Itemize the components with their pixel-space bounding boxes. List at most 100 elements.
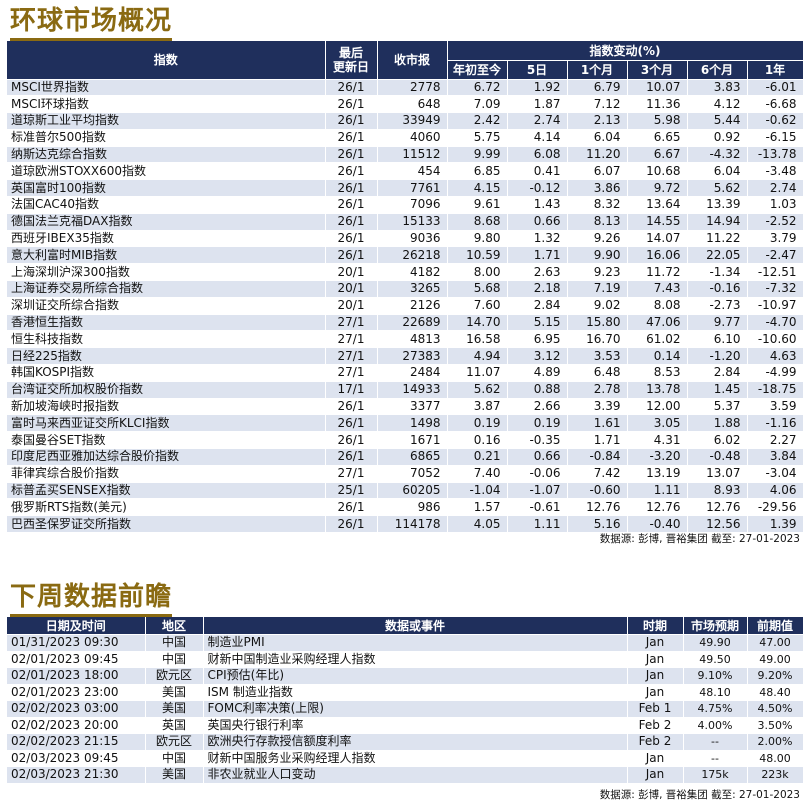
cell-index-name: 英国富时100指数 [7, 179, 326, 198]
cell-change-1m: 7.19 [567, 280, 628, 298]
cell-previous: 48.40 [747, 684, 804, 701]
table-row: 01/31/2023 09:30 中国 制造业PMI Jan 49.90 47.00 [7, 634, 804, 652]
cell-change-5d: 1.87 [507, 95, 568, 114]
cell-event: 非农业就业人口变动 [203, 766, 628, 784]
cell-last-update: 26/1 [325, 414, 378, 433]
cell-forecast: -- [683, 750, 748, 767]
cell-index-name: 恒生科技指数 [7, 330, 326, 349]
cell-change-6m: 4.12 [687, 95, 748, 114]
cell-forecast: -- [683, 733, 748, 751]
cell-previous: 223k [747, 766, 804, 784]
cell-change-1m: 6.79 [567, 79, 628, 97]
cell-change-1m: 1.61 [567, 414, 628, 433]
cell-ytd: 8.68 [447, 213, 508, 231]
cell-close: 9036 [377, 230, 448, 248]
cell-change-6m: 8.93 [687, 482, 748, 500]
cell-change-1y: -2.52 [747, 213, 804, 231]
cell-change-1m: 12.76 [567, 498, 628, 517]
cell-index-name: 意大利富时MIB指数 [7, 246, 326, 265]
cell-change-5d: 1.32 [507, 230, 568, 248]
cell-ytd: 0.21 [447, 448, 508, 466]
cell-change-6m: 14.94 [687, 213, 748, 231]
cell-change-3m: 10.07 [627, 79, 688, 97]
cell-change-5d: 0.88 [507, 381, 568, 399]
cell-close: 2126 [377, 297, 448, 315]
table-row: 02/02/2023 21:15 欧元区 欧洲央行存款授信额度利率 Feb 2 -- 2.… [7, 733, 804, 751]
cell-change-6m: -0.16 [687, 280, 748, 298]
cell-change-6m: 6.04 [687, 162, 748, 181]
cell-close: 26218 [377, 246, 448, 265]
cell-change-1y: 1.03 [747, 196, 804, 214]
cell-index-name: MSCI环球指数 [7, 95, 326, 114]
cell-ytd: 2.42 [447, 112, 508, 130]
cell-ytd: 7.09 [447, 95, 508, 114]
cell-change-1m: -0.60 [567, 482, 628, 500]
cell-change-5d: 0.41 [507, 162, 568, 181]
cell-change-6m: -1.20 [687, 347, 748, 366]
cell-period: Feb 2 [627, 733, 684, 751]
cell-previous: 2.00% [747, 733, 804, 751]
cell-change-5d: 5.15 [507, 314, 568, 332]
cell-index-name: 西班牙IBEX35指数 [7, 230, 326, 248]
cell-index-name: 韩国KOSPI指数 [7, 364, 326, 382]
cell-change-6m: 13.39 [687, 196, 748, 214]
table-row: MSCI世界指数 26/1 2778 6.72 1.92 6.79 10.07 3.83 -6.… [7, 79, 804, 97]
table-row: 道琼欧洲STOXX600指数 26/1 454 6.85 0.41 6.07 10.68 6.… [7, 162, 804, 181]
cell-last-update: 17/1 [325, 381, 378, 399]
cell-change-1m: 8.32 [567, 196, 628, 214]
table-row: 标准普尔500指数 26/1 4060 5.75 4.14 6.04 6.65 0.92 -6.… [7, 129, 804, 147]
cell-change-3m: 8.53 [627, 364, 688, 382]
market-source-note: 数据源: 彭博, 晋裕集团 截至: 27-01-2023 [599, 533, 800, 545]
cell-change-1y: 3.59 [747, 398, 804, 416]
cell-index-name: 印度尼西亚雅加达综合股价指数 [7, 448, 326, 466]
cell-change-3m: 4.31 [627, 431, 688, 450]
cell-index-name: 俄罗斯RTS指数(美元) [7, 498, 326, 517]
cell-close: 114178 [377, 515, 448, 534]
cell-change-1m: 9.90 [567, 246, 628, 265]
col-header-1m: 1个月 [567, 60, 628, 80]
cell-change-1y: 3.84 [747, 448, 804, 466]
cell-last-update: 27/1 [325, 364, 378, 382]
cell-change-1y: -4.70 [747, 314, 804, 332]
cell-change-3m: 3.05 [627, 414, 688, 433]
cell-change-1m: 11.20 [567, 146, 628, 164]
cell-last-update: 27/1 [325, 330, 378, 349]
weekly-preview-title: 下周数据前瞻 [10, 580, 173, 617]
cell-close: 1498 [377, 414, 448, 433]
cell-change-1y: -6.01 [747, 79, 804, 97]
col-header-index: 指数 [7, 41, 326, 80]
cell-index-name: 道琼斯工业平均指数 [7, 112, 326, 130]
cell-change-1m: 7.42 [567, 465, 628, 483]
cell-datetime: 02/01/2023 09:45 [7, 651, 146, 668]
cell-change-1m: 2.78 [567, 381, 628, 399]
cell-change-6m: 1.45 [687, 381, 748, 399]
cell-change-5d: 2.74 [507, 112, 568, 130]
table-row: 02/03/2023 21:30 美国 非农业就业人口变动 Jan 175k 223k [7, 766, 804, 784]
cell-last-update: 26/1 [325, 431, 378, 450]
cell-last-update: 26/1 [325, 398, 378, 416]
cell-change-3m: 0.14 [627, 347, 688, 366]
cell-change-1y: -4.99 [747, 364, 804, 382]
table-row: 02/01/2023 18:00 欧元区 CPI预估(年比) Jan 9.10% 9.20… [7, 667, 804, 685]
cell-period: Jan [627, 684, 684, 701]
cell-index-name: 新加坡海峡时报指数 [7, 398, 326, 416]
market-overview-title: 环球市场概况 [10, 4, 173, 41]
cell-ytd: 9.61 [447, 196, 508, 214]
cell-region: 美国 [145, 684, 204, 701]
table-row: MSCI环球指数 26/1 648 7.09 1.87 7.12 11.36 4.12 -6.6… [7, 95, 804, 114]
table-row: 德国法兰克福DAX指数 26/1 15133 8.68 0.66 8.13 14.55 14.… [7, 213, 804, 231]
cell-ytd: 14.70 [447, 314, 508, 332]
cell-ytd: -1.04 [447, 482, 508, 500]
cell-last-update: 25/1 [325, 482, 378, 500]
cell-ytd: 4.15 [447, 179, 508, 198]
cell-change-3m: 13.78 [627, 381, 688, 399]
cell-change-6m: -4.32 [687, 146, 748, 164]
cell-last-update: 27/1 [325, 314, 378, 332]
cell-last-update: 26/1 [325, 498, 378, 517]
cell-last-update: 27/1 [325, 347, 378, 366]
cell-ytd: 7.40 [447, 465, 508, 483]
cell-change-5d: -0.35 [507, 431, 568, 450]
table-row: 恒生科技指数 27/1 4813 16.58 6.95 16.70 61.02 6.10 -10… [7, 330, 804, 349]
cell-last-update: 26/1 [325, 448, 378, 466]
table-row: 泰国曼谷SET指数 26/1 1671 0.16 -0.35 1.71 4.31 6.02 2.… [7, 431, 804, 450]
